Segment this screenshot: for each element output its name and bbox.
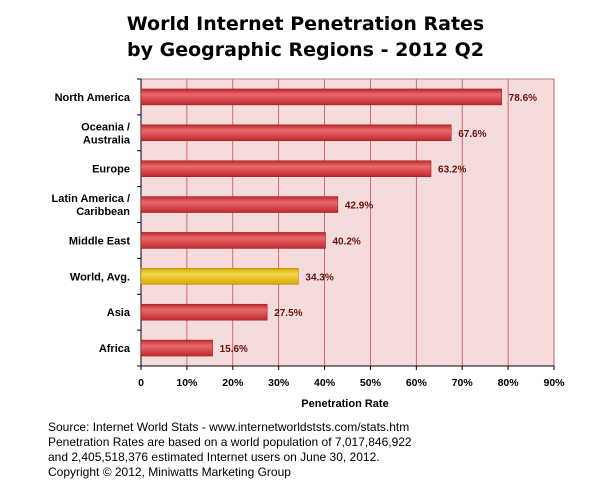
bar bbox=[140, 339, 213, 357]
category-label: North America bbox=[55, 92, 131, 104]
category-label: Middle East bbox=[69, 235, 130, 247]
x-tick-label: 20% bbox=[222, 377, 244, 389]
category-label: Europe bbox=[92, 164, 130, 176]
x-tick-label: 0 bbox=[138, 377, 144, 389]
source-line-4: Copyright © 2012, Miniwatts Marketing Gr… bbox=[48, 465, 291, 479]
category-label: Africa bbox=[99, 343, 131, 355]
x-axis-label: Penetration Rate bbox=[301, 398, 389, 410]
value-label: 34.3% bbox=[305, 272, 333, 283]
category-label: World, Avg. bbox=[70, 271, 130, 283]
bar bbox=[140, 196, 339, 213]
x-tick-label: 80% bbox=[498, 377, 520, 389]
chart-subtitle: by Geographic Regions - 2012 Q2 bbox=[127, 39, 484, 61]
bar-highlight bbox=[140, 268, 299, 285]
source-line-3: and 2,405,518,376 estimated Internet use… bbox=[48, 450, 380, 464]
x-tick-label: 70% bbox=[452, 377, 474, 389]
x-tick-label: 60% bbox=[406, 377, 428, 389]
value-label: 27.5% bbox=[274, 308, 302, 319]
value-label: 63.2% bbox=[438, 165, 466, 176]
category-label: Australia bbox=[83, 134, 131, 146]
x-tick-label: 90% bbox=[543, 377, 565, 389]
x-tick-label: 50% bbox=[360, 377, 382, 389]
category-label: Oceania / bbox=[81, 121, 130, 133]
value-label: 67.6% bbox=[458, 129, 486, 140]
value-label: 15.6% bbox=[220, 344, 248, 355]
category-label: Latin America / bbox=[52, 193, 130, 205]
bar bbox=[140, 124, 452, 142]
bar bbox=[140, 303, 268, 321]
value-label: 78.6% bbox=[509, 93, 537, 104]
source-line-1: Source: Internet World Stats - www.inter… bbox=[48, 420, 410, 434]
x-tick-label: 30% bbox=[268, 377, 290, 389]
plot-area bbox=[141, 79, 554, 366]
category-label: Caribbean bbox=[76, 206, 130, 218]
category-label: Asia bbox=[107, 307, 131, 319]
bar bbox=[140, 160, 432, 177]
chart-title: World Internet Penetration Rates bbox=[126, 13, 485, 35]
bar bbox=[140, 88, 502, 106]
bar bbox=[140, 232, 326, 249]
value-label: 42.9% bbox=[345, 201, 373, 212]
source-line-2: Penetration Rates are based on a world p… bbox=[48, 435, 412, 449]
value-label: 40.2% bbox=[332, 236, 360, 247]
x-tick-label: 40% bbox=[314, 377, 336, 389]
x-tick-label: 10% bbox=[176, 377, 198, 389]
